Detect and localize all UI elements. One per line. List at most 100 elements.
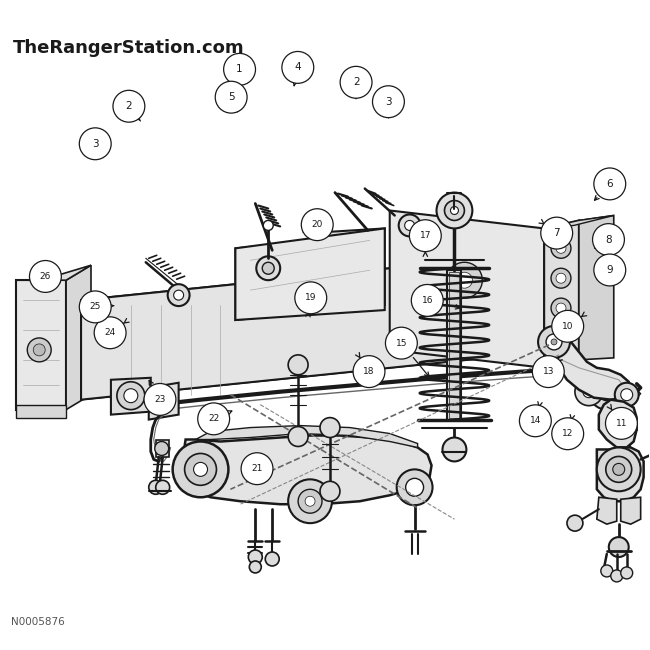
Polygon shape [81,250,564,320]
Circle shape [589,374,625,410]
Circle shape [33,344,46,356]
Text: 3: 3 [385,97,392,107]
Circle shape [609,537,629,557]
Text: 9: 9 [606,265,613,275]
Text: 5: 5 [228,92,235,102]
Circle shape [398,214,421,237]
Circle shape [410,220,441,252]
Circle shape [532,356,564,387]
Circle shape [551,328,571,348]
Polygon shape [390,211,544,368]
Circle shape [250,561,261,573]
Circle shape [556,243,566,254]
Polygon shape [544,215,614,228]
Circle shape [405,220,415,230]
Circle shape [117,382,145,410]
Polygon shape [551,336,630,400]
Circle shape [79,291,111,323]
Polygon shape [544,220,579,368]
Polygon shape [621,497,641,524]
Polygon shape [449,272,460,417]
Circle shape [456,272,473,288]
Circle shape [593,224,625,255]
Circle shape [437,192,473,228]
Circle shape [305,496,315,506]
Circle shape [621,567,632,579]
Circle shape [288,426,308,447]
Circle shape [445,201,464,220]
Text: 15: 15 [396,339,407,348]
Text: 26: 26 [40,272,51,281]
Circle shape [396,469,432,505]
Circle shape [265,552,280,566]
Circle shape [340,66,372,98]
Text: 14: 14 [530,416,541,425]
Circle shape [613,463,625,475]
Polygon shape [196,426,417,447]
Text: TheRangerStation.com: TheRangerStation.com [14,39,245,57]
Polygon shape [320,228,385,310]
Text: 8: 8 [605,235,612,244]
Circle shape [256,256,280,280]
Circle shape [551,339,557,345]
Circle shape [194,462,207,476]
Polygon shape [599,400,636,447]
Polygon shape [235,228,385,320]
Circle shape [556,273,566,283]
Circle shape [556,333,566,343]
Circle shape [298,489,322,514]
Text: 22: 22 [208,414,219,423]
Polygon shape [248,248,272,318]
Circle shape [519,405,551,437]
Text: 13: 13 [543,367,554,376]
Circle shape [342,242,362,262]
Circle shape [546,334,562,350]
Circle shape [551,268,571,288]
Polygon shape [156,439,168,458]
Circle shape [94,317,126,348]
Circle shape [155,441,168,456]
Text: 21: 21 [252,464,263,473]
Text: 23: 23 [154,395,166,404]
Polygon shape [235,243,285,320]
Circle shape [262,262,274,274]
Text: 7: 7 [553,228,560,238]
Circle shape [168,284,190,306]
Circle shape [583,385,595,398]
Circle shape [156,480,170,494]
Circle shape [185,454,216,486]
Circle shape [385,327,417,359]
Polygon shape [597,497,617,524]
Circle shape [224,53,255,85]
Circle shape [443,437,467,462]
Circle shape [567,515,583,531]
Circle shape [342,272,362,292]
Circle shape [252,259,269,277]
Circle shape [198,403,229,435]
Text: 17: 17 [419,231,431,240]
Circle shape [29,261,61,292]
Text: 12: 12 [562,429,573,438]
Circle shape [27,338,51,362]
Circle shape [597,447,641,491]
Circle shape [450,207,458,215]
Circle shape [552,310,584,343]
Text: 2: 2 [125,101,132,111]
Circle shape [594,168,626,200]
Circle shape [113,90,145,122]
Text: 16: 16 [421,296,433,305]
Circle shape [252,289,269,307]
Circle shape [320,482,340,501]
Circle shape [144,384,176,415]
Circle shape [353,356,385,387]
Circle shape [302,209,333,240]
Text: 1: 1 [236,64,243,74]
Circle shape [541,217,573,249]
Polygon shape [16,405,66,417]
Polygon shape [149,383,179,420]
Text: 10: 10 [562,322,573,331]
Text: 18: 18 [363,367,375,376]
Circle shape [447,262,482,298]
Text: N0005876: N0005876 [11,617,65,627]
Circle shape [320,417,340,437]
